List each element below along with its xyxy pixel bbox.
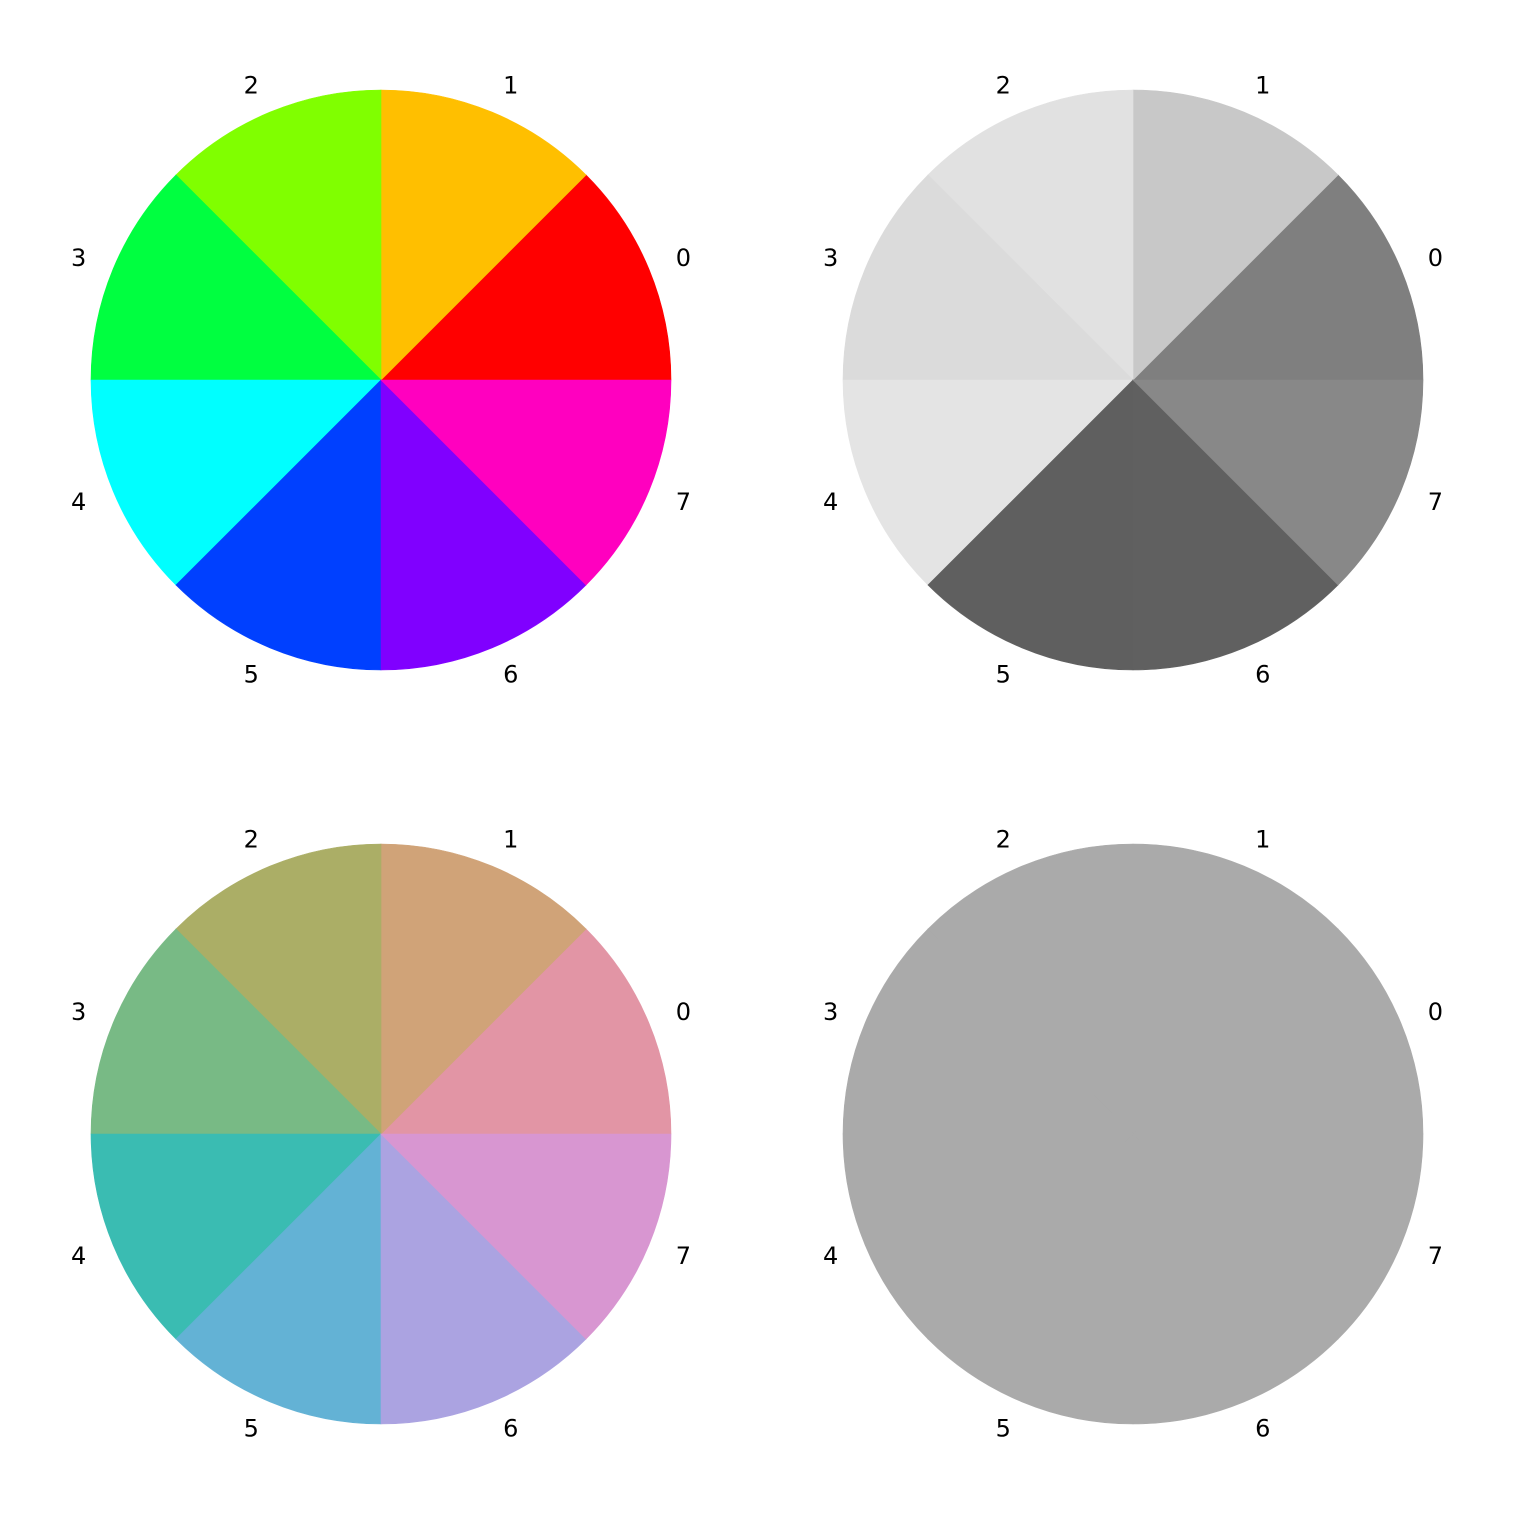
pie-slice-6 xyxy=(1132,379,1339,671)
pie-slice-label: 2 xyxy=(244,71,259,99)
pie-slice-label: 0 xyxy=(676,244,691,272)
pie-slice-5 xyxy=(175,1133,382,1425)
pie-slice-label: 6 xyxy=(1255,1415,1270,1443)
pie-slice-0 xyxy=(1132,928,1424,1135)
pie-chart-1: 0 1 2 3 4 5 6 7 xyxy=(71,71,691,688)
pie-slice-label: 3 xyxy=(71,244,86,272)
pie-slice-3 xyxy=(842,174,1134,381)
pie-slice-6 xyxy=(380,1133,587,1425)
pie-slice-label: 7 xyxy=(676,488,691,516)
pie-slice-5 xyxy=(927,379,1134,671)
pie-slice-4 xyxy=(842,379,1134,586)
pie-slice-3 xyxy=(842,928,1134,1135)
pie-slice-2 xyxy=(927,843,1134,1135)
pie-slice-2 xyxy=(175,89,382,381)
pie-slice-5 xyxy=(175,379,382,671)
pie-slice-7 xyxy=(1132,1133,1424,1340)
pie-slice-label: 2 xyxy=(996,825,1011,853)
pie-slice-label: 3 xyxy=(71,998,86,1026)
pie-slice-2 xyxy=(927,89,1134,381)
pie-slice-label: 4 xyxy=(823,488,838,516)
pie-slice-label: 5 xyxy=(244,661,259,689)
pie-slice-label: 0 xyxy=(1428,998,1443,1026)
pie-slice-label: 4 xyxy=(823,1242,838,1270)
pie-slice-label: 1 xyxy=(503,825,518,853)
pie-slice-label: 2 xyxy=(996,71,1011,99)
pie-slice-6 xyxy=(380,379,587,671)
pie-chart-4: 0 1 2 3 4 5 6 7 xyxy=(823,825,1443,1442)
pie-slice-3 xyxy=(90,174,382,381)
pie-chart-3: 0 1 2 3 4 5 6 7 xyxy=(71,825,691,1442)
pie-slice-label: 3 xyxy=(823,998,838,1026)
pie-slice-label: 7 xyxy=(1428,1242,1443,1270)
pie-slice-1 xyxy=(1132,843,1339,1135)
pie-slice-6 xyxy=(1132,1133,1339,1425)
pie-slice-1 xyxy=(380,89,587,381)
pie-slice-5 xyxy=(927,1133,1134,1425)
pie-slice-7 xyxy=(380,1133,672,1340)
pie-slice-label: 1 xyxy=(503,71,518,99)
pie-slice-0 xyxy=(380,174,672,381)
pie-slice-label: 2 xyxy=(244,825,259,853)
pie-slice-label: 5 xyxy=(244,1415,259,1443)
pie-slice-label: 0 xyxy=(676,998,691,1026)
pie-slice-4 xyxy=(90,379,382,586)
pie-slice-1 xyxy=(380,843,587,1135)
pie-slice-label: 7 xyxy=(1428,488,1443,516)
pie-slice-1 xyxy=(1132,89,1339,381)
pie-slice-label: 5 xyxy=(996,661,1011,689)
pie-slice-4 xyxy=(842,1133,1134,1340)
pie-chart-2: 0 1 2 3 4 5 6 7 xyxy=(823,71,1443,688)
pie-slice-4 xyxy=(90,1133,382,1340)
pie-slice-label: 4 xyxy=(71,488,86,516)
pie-slice-label: 3 xyxy=(823,244,838,272)
pie-slice-3 xyxy=(90,928,382,1135)
pie-slice-label: 5 xyxy=(996,1415,1011,1443)
pie-slice-0 xyxy=(1132,174,1424,381)
pie-slice-label: 4 xyxy=(71,1242,86,1270)
pie-slice-label: 0 xyxy=(1428,244,1443,272)
pie-slice-label: 6 xyxy=(503,661,518,689)
pie-slice-7 xyxy=(380,379,672,586)
pie-slice-2 xyxy=(175,843,382,1135)
pie-slice-label: 7 xyxy=(676,1242,691,1270)
pie-slice-label: 6 xyxy=(503,1415,518,1443)
pie-slice-label: 1 xyxy=(1255,825,1270,853)
pie-slice-7 xyxy=(1132,379,1424,586)
pie-slice-label: 6 xyxy=(1255,661,1270,689)
pie-slice-label: 1 xyxy=(1255,71,1270,99)
pie-slice-0 xyxy=(380,928,672,1135)
